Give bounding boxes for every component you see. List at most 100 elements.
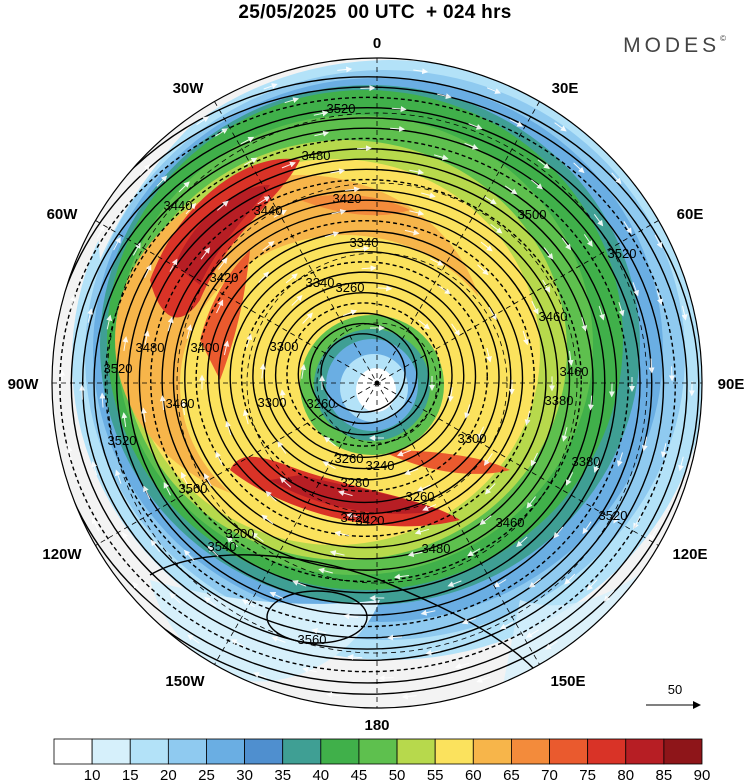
wind-vector (464, 404, 471, 419)
wind-vector (181, 471, 189, 486)
wind-vector (387, 634, 403, 641)
wind-vector (413, 68, 429, 75)
wind-vector (141, 407, 147, 423)
wind-vector (150, 539, 161, 552)
wind-vector (490, 224, 503, 234)
colorbar-tick-label: 75 (579, 767, 596, 782)
wind-vector (230, 639, 245, 647)
wind-vector (251, 532, 264, 542)
wind-vector (79, 384, 86, 400)
wind-vector (404, 229, 420, 236)
lon-label-120w: 120W (42, 546, 82, 563)
contour-label: 3460 (496, 515, 525, 530)
wind-vector (113, 236, 121, 251)
wind-vector (564, 573, 576, 585)
height-contour (70, 106, 665, 662)
wind-vector (678, 456, 684, 472)
contour-label: 3420 (341, 510, 370, 525)
height-contour (320, 333, 406, 413)
wind-vector (337, 66, 353, 73)
wind-vector (169, 258, 178, 272)
height-contour (274, 291, 453, 459)
height-contour (266, 590, 368, 644)
wind-vector (409, 169, 425, 175)
wind-vector (258, 271, 270, 283)
contour-label: 3420 (333, 191, 362, 206)
wind-vector (633, 515, 641, 530)
wind-vector (329, 550, 345, 556)
brand-logo: MODES© (623, 34, 726, 58)
wind-vector (616, 452, 623, 467)
wind-vector (525, 629, 539, 638)
wind-vector (407, 551, 423, 558)
wind-vector (178, 181, 190, 193)
contour-label: 3520 (108, 433, 137, 448)
contour-label: 3520 (104, 361, 133, 376)
wind-vector (143, 485, 151, 500)
contour-label: 3380 (545, 393, 574, 408)
wind-vector (461, 617, 476, 625)
wind-vector (143, 330, 150, 345)
wind-vector (284, 97, 300, 104)
wind-vector (524, 410, 531, 426)
lon-label-30w: 30W (173, 80, 205, 97)
contour-label: 3280 (341, 475, 370, 490)
wind-vector (356, 145, 372, 152)
wind-vector (257, 196, 271, 205)
height-contour (184, 209, 547, 549)
colorbar-tick-label: 20 (160, 767, 177, 782)
wind-vector (354, 245, 370, 252)
colorbar-swatch (472, 738, 512, 765)
lon-label-60e: 60E (677, 206, 704, 223)
colorbar-tick-label: 45 (351, 767, 368, 782)
wind-vector (122, 531, 131, 545)
contour-label: 3480 (136, 340, 165, 355)
wind-vector (279, 477, 292, 488)
wind-vector (613, 510, 622, 524)
wind-vector (583, 234, 593, 247)
colorbar-swatch (587, 738, 627, 765)
wind-vector (139, 164, 151, 176)
contour-labels: 3520348034403420350035203340326033403300… (104, 101, 637, 647)
wind-vector (277, 441, 287, 454)
wind-vector (433, 154, 449, 161)
wind-vector (263, 83, 278, 90)
wind-vector (542, 279, 551, 293)
wind-vector (396, 449, 412, 457)
contour-label: 3300 (270, 339, 299, 354)
contour-label: 3520 (608, 246, 637, 261)
contour-label: 3260 (335, 451, 364, 466)
colorbar-tick-label: 90 (694, 767, 711, 782)
wind-vector (204, 596, 217, 607)
wind-vector (185, 202, 197, 215)
height-contour (138, 168, 594, 594)
colorbar-swatch (511, 738, 550, 765)
wind-vector (200, 247, 211, 260)
contour-label: 3520 (327, 101, 356, 116)
wind-vector (451, 323, 461, 337)
wind-vector (318, 567, 333, 574)
wind-vector (611, 172, 622, 185)
wind-vector (292, 580, 307, 587)
wind-vector (311, 628, 327, 634)
lon-label-90e: 90E (718, 376, 745, 393)
height-contour (52, 86, 688, 684)
wind-vector (476, 426, 485, 441)
wind-vector (226, 536, 238, 548)
colorbar-tick-label: 30 (236, 767, 253, 782)
wind-vector (467, 548, 481, 557)
colorbar-tick-label: 35 (274, 767, 291, 782)
height-contour (206, 230, 524, 526)
colorbar-swatch (549, 738, 589, 765)
wind-vector (144, 264, 152, 278)
reference-vector-label: 50 (668, 682, 682, 697)
wind-vector (70, 294, 76, 310)
wind-vector (561, 237, 572, 251)
wind-vector (566, 472, 574, 486)
wind-vector (302, 666, 317, 673)
wind-vector (300, 363, 307, 379)
wind-vector (504, 185, 518, 195)
contour-label: 3400 (191, 340, 220, 355)
wind-vector (526, 496, 536, 509)
wind-vector (242, 409, 249, 425)
